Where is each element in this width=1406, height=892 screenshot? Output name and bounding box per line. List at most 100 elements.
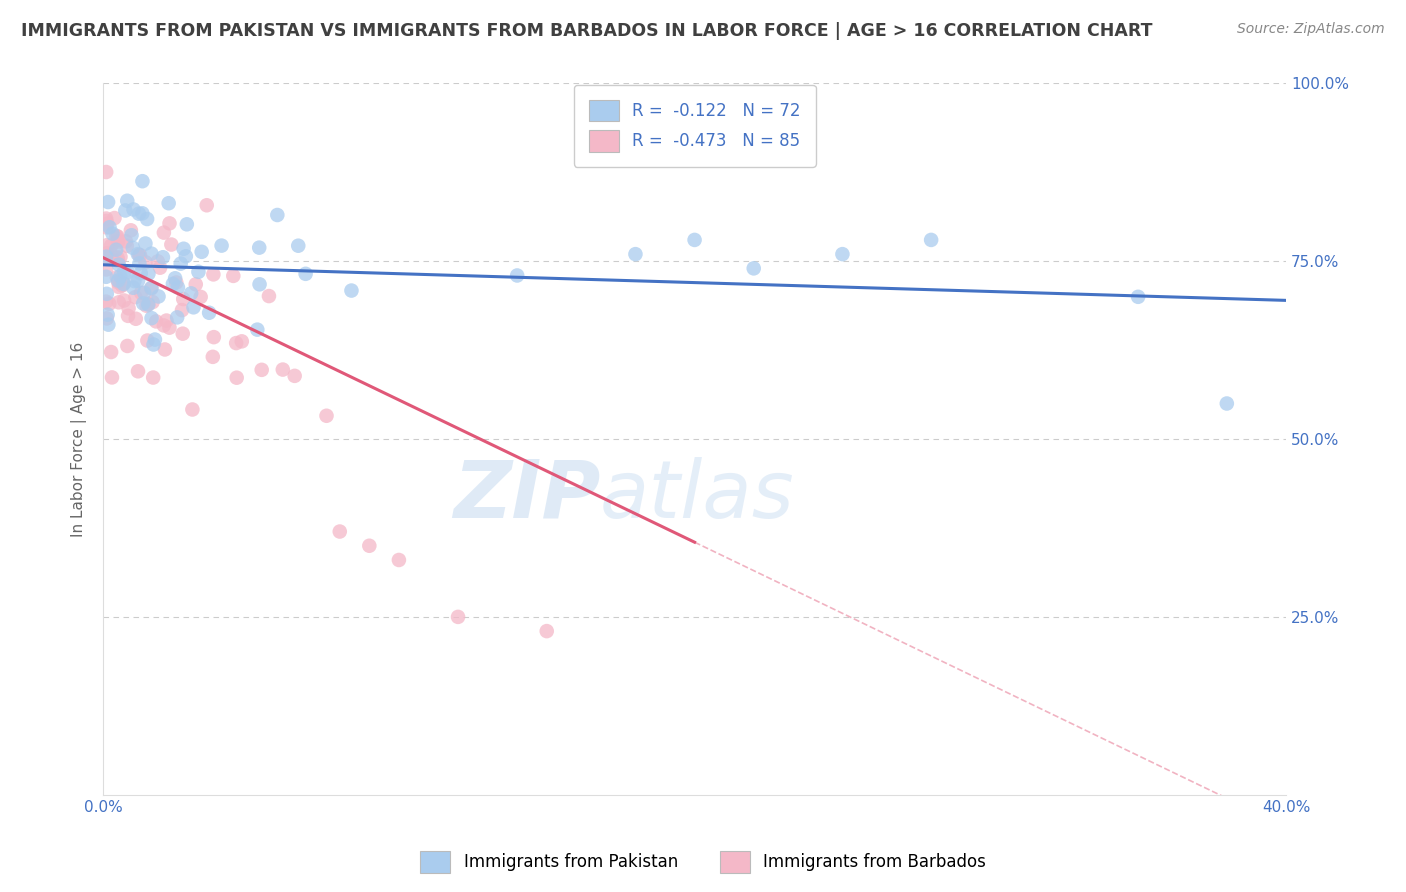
Point bbox=[1216, 396, 1239, 410]
Point bbox=[110, 250, 132, 264]
Point bbox=[97, 194, 120, 209]
Point bbox=[211, 238, 233, 252]
Point bbox=[141, 281, 163, 295]
Point bbox=[294, 267, 316, 281]
Point bbox=[222, 268, 245, 283]
Point bbox=[155, 313, 177, 327]
Point bbox=[225, 370, 247, 384]
Point bbox=[136, 297, 159, 311]
Point bbox=[142, 295, 165, 310]
Point bbox=[195, 198, 218, 212]
Point bbox=[110, 269, 132, 284]
Point bbox=[506, 268, 529, 283]
Point bbox=[100, 247, 122, 261]
Point bbox=[135, 299, 157, 313]
Point bbox=[98, 297, 121, 311]
Point bbox=[105, 243, 128, 257]
Point bbox=[115, 239, 138, 253]
Point bbox=[153, 318, 176, 333]
Point bbox=[117, 339, 139, 353]
Point bbox=[107, 274, 129, 288]
Point bbox=[624, 247, 647, 261]
Point bbox=[165, 271, 187, 285]
Point bbox=[266, 208, 288, 222]
Point bbox=[172, 292, 194, 306]
Point bbox=[136, 334, 159, 348]
Point bbox=[100, 239, 122, 253]
Point bbox=[143, 333, 166, 347]
Point bbox=[112, 277, 135, 291]
Point bbox=[97, 251, 120, 265]
Point bbox=[122, 202, 145, 217]
Point bbox=[136, 297, 159, 311]
Point bbox=[112, 264, 135, 278]
Point bbox=[157, 196, 180, 211]
Point bbox=[190, 290, 212, 304]
Point bbox=[359, 539, 381, 553]
Point bbox=[170, 303, 193, 318]
Point bbox=[107, 235, 129, 250]
Point bbox=[142, 337, 165, 351]
Point bbox=[388, 553, 411, 567]
Point bbox=[201, 350, 224, 364]
Point bbox=[136, 212, 159, 227]
Point bbox=[146, 254, 169, 268]
Point bbox=[96, 269, 118, 284]
Point bbox=[124, 274, 146, 288]
Point bbox=[831, 247, 853, 261]
Point bbox=[225, 336, 247, 351]
Point bbox=[96, 262, 118, 277]
Legend: R =  -0.122   N = 72, R =  -0.473   N = 85: R = -0.122 N = 72, R = -0.473 N = 85 bbox=[574, 85, 815, 167]
Point bbox=[127, 247, 149, 261]
Point bbox=[536, 624, 558, 639]
Point bbox=[160, 237, 183, 252]
Point bbox=[121, 228, 143, 243]
Point bbox=[121, 241, 143, 255]
Point bbox=[153, 343, 176, 357]
Point bbox=[184, 277, 207, 292]
Point bbox=[96, 238, 118, 252]
Text: atlas: atlas bbox=[600, 457, 794, 535]
Point bbox=[134, 285, 156, 300]
Point bbox=[124, 290, 146, 304]
Point bbox=[96, 311, 118, 326]
Point bbox=[162, 277, 184, 291]
Point bbox=[134, 255, 156, 269]
Point bbox=[287, 238, 309, 252]
Point bbox=[170, 257, 193, 271]
Point bbox=[108, 280, 131, 294]
Point bbox=[129, 266, 152, 280]
Point bbox=[284, 368, 307, 383]
Point bbox=[152, 250, 174, 264]
Point bbox=[173, 242, 195, 256]
Point bbox=[132, 296, 155, 310]
Point bbox=[167, 280, 190, 294]
Point bbox=[148, 289, 170, 303]
Point bbox=[180, 286, 202, 301]
Point bbox=[107, 253, 129, 268]
Point bbox=[174, 249, 197, 263]
Point bbox=[131, 206, 153, 220]
Point bbox=[247, 241, 270, 255]
Point bbox=[742, 261, 765, 276]
Point bbox=[202, 268, 225, 282]
Point bbox=[107, 229, 129, 244]
Point bbox=[172, 326, 194, 341]
Point bbox=[249, 277, 271, 292]
Point bbox=[231, 334, 253, 349]
Point bbox=[101, 227, 124, 241]
Point bbox=[96, 220, 118, 235]
Point bbox=[96, 211, 118, 226]
Point bbox=[166, 310, 188, 325]
Point bbox=[98, 220, 121, 235]
Point bbox=[131, 174, 153, 188]
Point bbox=[257, 289, 280, 303]
Point bbox=[246, 323, 269, 337]
Text: ZIP: ZIP bbox=[453, 457, 600, 535]
Point bbox=[97, 308, 120, 322]
Point bbox=[105, 270, 128, 285]
Point bbox=[198, 306, 221, 320]
Point bbox=[128, 248, 150, 262]
Point bbox=[315, 409, 337, 423]
Point bbox=[145, 314, 167, 328]
